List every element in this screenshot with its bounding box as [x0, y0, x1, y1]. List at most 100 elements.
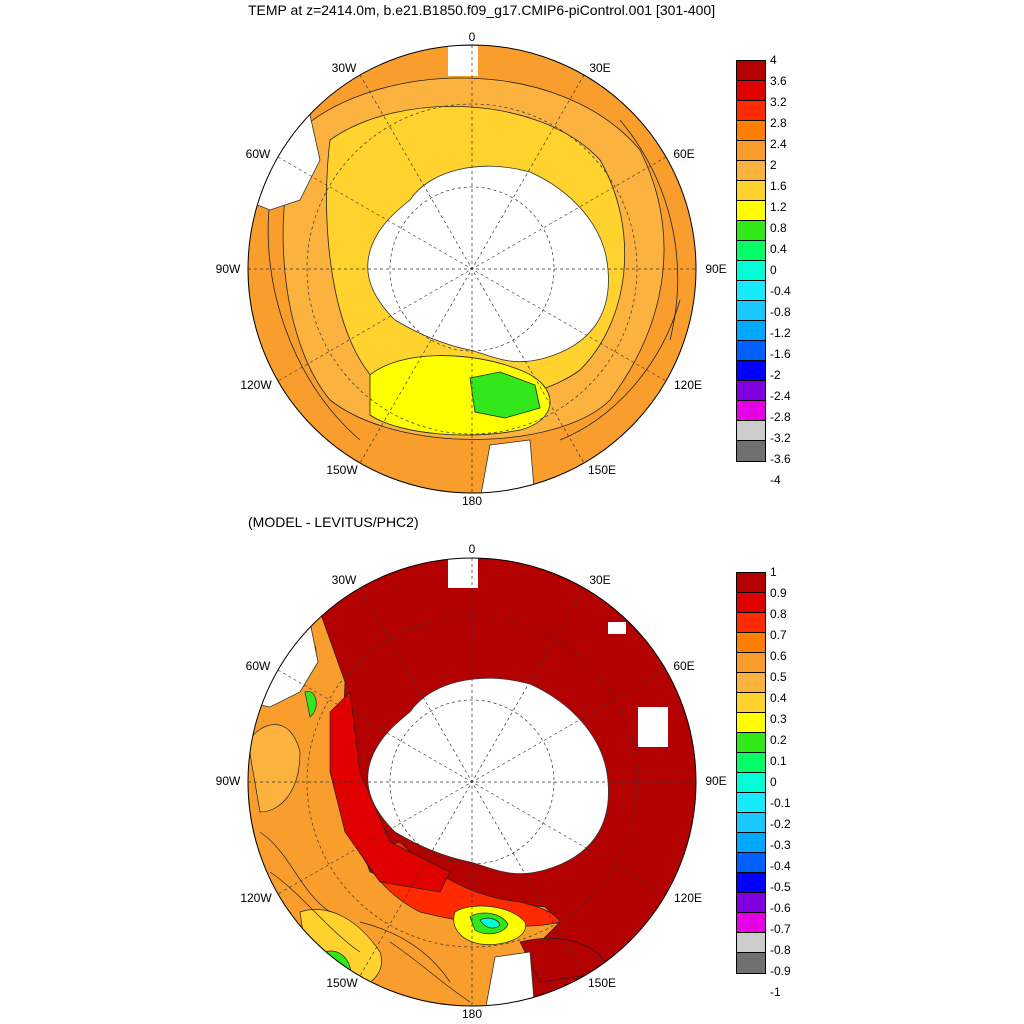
antarctica-landmass: [367, 677, 609, 874]
lon-label-0: 0: [468, 542, 476, 556]
colorbar-top-label-0: 4: [770, 53, 777, 67]
colorbar-top: [736, 60, 766, 462]
colorbar-bottom-label-17: -0.7: [770, 922, 791, 936]
colorbar-top-label-16: -2.4: [770, 389, 791, 403]
antarctica-landmass: [367, 165, 609, 362]
colorbar-top-label-13: -1.2: [770, 326, 791, 340]
top-map-canvas: [247, 44, 697, 494]
colorbar-bottom-swatch-16: [737, 893, 765, 913]
colorbar-top-label-1: 3.6: [770, 74, 787, 88]
colorbar-bottom: [736, 572, 766, 974]
lon-label-120e: 120E: [673, 891, 703, 905]
colorbar-bottom-label-6: 0.4: [770, 691, 787, 705]
lon-label-60w: 60W: [245, 659, 271, 673]
colorbar-bottom-label-9: 0.1: [770, 754, 787, 768]
colorbar-bottom-swatch-7: [737, 713, 765, 733]
map-boundary: [247, 44, 697, 494]
colorbar-top-swatch-4: [737, 141, 765, 161]
land-patch: [448, 558, 478, 588]
colorbar-top-label-17: -2.8: [770, 410, 791, 424]
colorbar-top-swatch-12: [737, 301, 765, 321]
lon-label-60e: 60E: [673, 147, 695, 161]
colorbar-top-swatch-8: [737, 221, 765, 241]
colorbar-bottom-swatch-11: [737, 793, 765, 813]
colorbar-top-swatch-19: [737, 441, 765, 461]
colorbar-top-swatch-13: [737, 321, 765, 341]
colorbar-bottom-swatch-3: [737, 633, 765, 653]
colorbar-bottom-label-14: -0.4: [770, 859, 791, 873]
colorbar-top-label-18: -3.2: [770, 431, 791, 445]
colorbar-top-label-3: 2.8: [770, 116, 787, 130]
colorbar-top-label-6: 1.6: [770, 179, 787, 193]
colorbar-bottom-label-20: -1: [770, 985, 781, 999]
lon-label-30w: 30W: [331, 573, 357, 587]
colorbar-bottom-swatch-0: [737, 573, 765, 593]
colorbar-bottom-swatch-14: [737, 853, 765, 873]
colorbar-top-swatch-0: [737, 61, 765, 81]
colorbar-top-label-11: -0.4: [770, 284, 791, 298]
colorbar-top-swatch-6: [737, 181, 765, 201]
colorbar-bottom-label-5: 0.5: [770, 670, 787, 684]
lon-label-120w: 120W: [240, 378, 272, 392]
lon-label-150w: 150W: [326, 463, 358, 477]
colorbar-top-swatch-2: [737, 101, 765, 121]
colorbar-bottom-label-13: -0.3: [770, 838, 791, 852]
new-zealand-landmass: [479, 439, 536, 493]
colorbar-top-swatch-3: [737, 121, 765, 141]
land-patch: [448, 46, 478, 76]
colorbar-top-label-7: 1.2: [770, 200, 787, 214]
colorbar-top-swatch-9: [737, 241, 765, 261]
colorbar-bottom-swatch-15: [737, 873, 765, 893]
colorbar-top-swatch-14: [737, 341, 765, 361]
field-green: [469, 371, 541, 419]
lon-label-120w: 120W: [240, 891, 272, 905]
lon-label-90w: 90W: [215, 262, 241, 276]
colorbar-bottom-label-11: -0.1: [770, 796, 791, 810]
colorbar-top-label-9: 0.4: [770, 242, 787, 256]
lon-label-120e: 120E: [673, 378, 703, 392]
colorbar-bottom-label-19: -0.9: [770, 964, 791, 978]
colorbar-bottom-label-1: 0.9: [770, 586, 787, 600]
lon-label-90e: 90E: [705, 774, 727, 788]
lon-label-0: 0: [468, 30, 476, 44]
map-boundary: [247, 557, 697, 1007]
colorbar-top-swatch-7: [737, 201, 765, 221]
bottom-polar-map: 0 30E 60E 90E 120E 150E 180 150W 120W 90…: [0, 512, 1024, 1024]
colorbar-bottom-label-16: -0.6: [770, 901, 791, 915]
colorbar-top-label-19: -3.6: [770, 452, 791, 466]
colorbar-top-label-8: 0.8: [770, 221, 787, 235]
colorbar-bottom-label-18: -0.8: [770, 943, 791, 957]
colorbar-top-label-10: 0: [770, 263, 777, 277]
top-polar-map: 0 30E 60E 90E 120E 150E 180 150W 120W 90…: [215, 30, 791, 508]
colorbar-bottom-label-10: 0: [770, 775, 777, 789]
bottom-map-canvas: [247, 557, 697, 1007]
colorbar-bottom-swatch-19: [737, 953, 765, 973]
lon-label-180: 180: [461, 1007, 483, 1021]
colorbar-bottom-label-0: 1: [770, 565, 777, 579]
colorbar-bottom-label-4: 0.6: [770, 649, 787, 663]
lon-label-30w: 30W: [331, 61, 357, 75]
lon-label-150w: 150W: [326, 976, 358, 990]
new-zealand-landmass: [484, 951, 536, 1006]
colorbar-bottom-swatch-13: [737, 833, 765, 853]
lon-label-30e: 30E: [589, 61, 611, 75]
lon-label-150e: 150E: [587, 976, 617, 990]
colorbar-bottom-label-3: 0.7: [770, 628, 787, 642]
colorbar-bottom-swatch-4: [737, 653, 765, 673]
plot-subtitle: (MODEL - LEVITUS/PHC2): [248, 514, 419, 530]
colorbar-bottom-swatch-9: [737, 753, 765, 773]
colorbar-top-swatch-5: [737, 161, 765, 181]
colorbar-top-swatch-16: [737, 381, 765, 401]
colorbar-bottom-swatch-1: [737, 593, 765, 613]
lon-label-90e: 90E: [705, 262, 727, 276]
colorbar-bottom-swatch-17: [737, 913, 765, 933]
colorbar-bottom-swatch-18: [737, 933, 765, 953]
colorbar-bottom-swatch-10: [737, 773, 765, 793]
colorbar-bottom-label-12: -0.2: [770, 817, 791, 831]
colorbar-bottom-label-15: -0.5: [770, 880, 791, 894]
colorbar-top-label-2: 3.2: [770, 95, 787, 109]
colorbar-top-swatch-15: [737, 361, 765, 381]
lon-label-60w: 60W: [245, 147, 271, 161]
lon-label-30e: 30E: [589, 573, 611, 587]
colorbar-top-label-15: -2: [770, 368, 781, 382]
